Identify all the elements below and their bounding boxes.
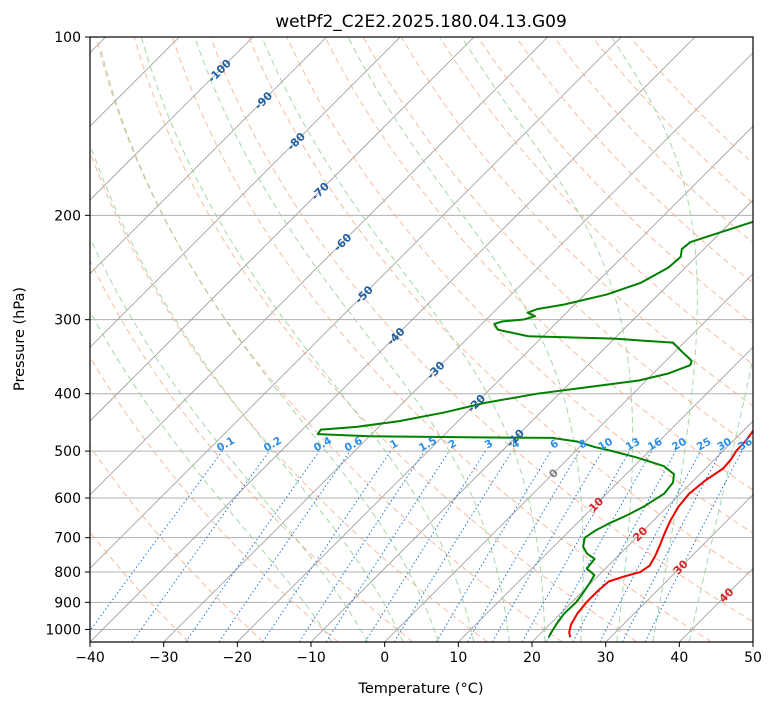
x-tick-label: 30 xyxy=(597,650,615,666)
y-tick-label: 1000 xyxy=(45,622,81,638)
x-tick-label: 10 xyxy=(449,650,467,666)
y-tick-label: 500 xyxy=(54,444,81,460)
y-tick-label: 300 xyxy=(54,313,81,329)
x-tick-label: −40 xyxy=(75,650,105,666)
x-tick-label: 50 xyxy=(744,650,762,666)
x-tick-label: 20 xyxy=(523,650,541,666)
y-axis-label: Pressure (hPa) xyxy=(12,287,28,391)
y-tick-label: 400 xyxy=(54,387,81,403)
y-tick-label: 900 xyxy=(54,595,81,611)
chart-title: wetPf2_C2E2.2025.180.04.13.G09 xyxy=(275,12,567,32)
y-tick-label: 100 xyxy=(54,30,81,46)
x-axis-label: Temperature (°C) xyxy=(357,681,483,697)
x-tick-label: 0 xyxy=(380,650,389,666)
x-tick-label: −20 xyxy=(223,650,253,666)
y-tick-label: 700 xyxy=(54,531,81,547)
x-tick-label: −30 xyxy=(149,650,179,666)
y-tick-label: 200 xyxy=(54,208,81,224)
x-tick-label: 40 xyxy=(670,650,688,666)
y-tick-label: 800 xyxy=(54,565,81,581)
y-tick-label: 600 xyxy=(54,491,81,507)
x-tick-label: −10 xyxy=(296,650,326,666)
